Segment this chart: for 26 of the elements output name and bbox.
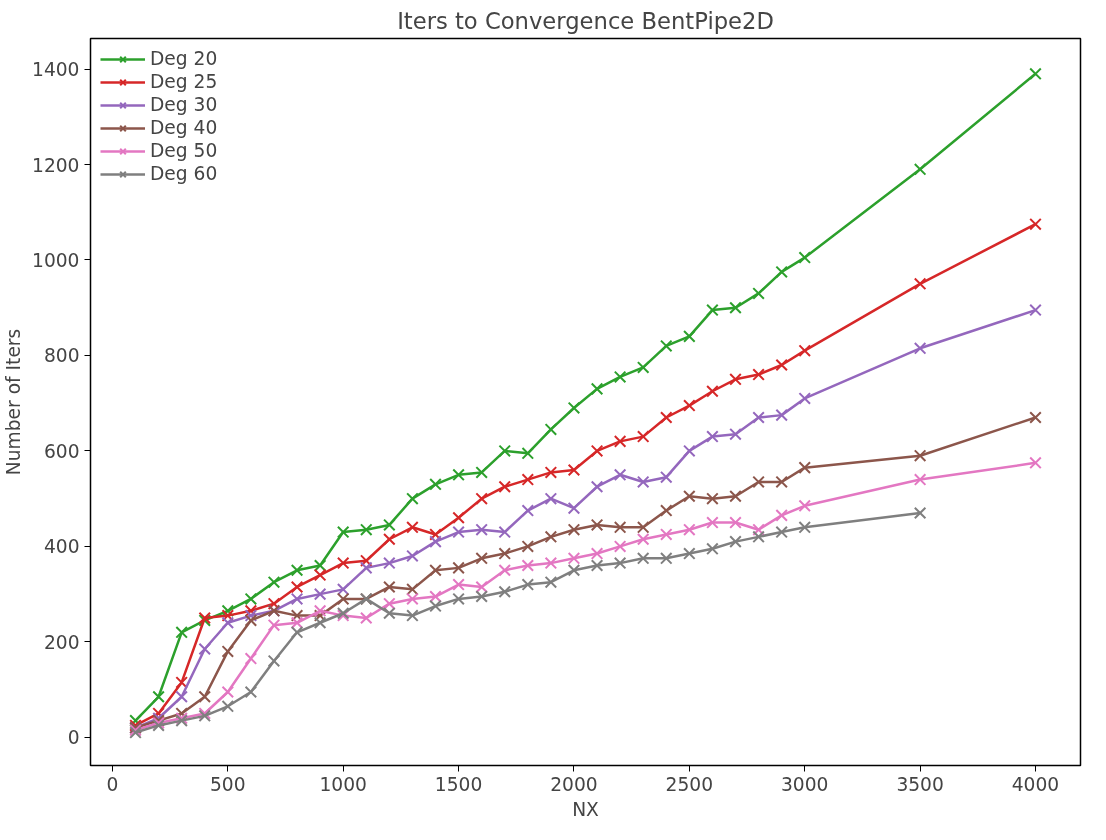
- y-tick-label: 0: [67, 727, 80, 749]
- y-tick-label: 1000: [32, 249, 80, 271]
- x-tick-label: 0: [106, 773, 119, 795]
- x-tick-label: 3500: [896, 773, 944, 795]
- chart-title: Iters to Convergence BentPipe2D: [397, 7, 774, 34]
- y-tick-label: 1400: [32, 59, 80, 81]
- y-tick-label: 1200: [32, 154, 80, 176]
- x-tick-label: 1500: [434, 773, 483, 795]
- x-tick-label: 4000: [1011, 773, 1060, 795]
- y-tick-label: 800: [43, 345, 80, 367]
- legend-label: Deg 60: [150, 163, 218, 184]
- x-axis-title: NX: [572, 798, 600, 820]
- legend-label: Deg 30: [150, 94, 218, 115]
- x-tick-label: 2000: [550, 773, 598, 795]
- x-tick-label: 3000: [780, 773, 829, 795]
- y-tick-label: 200: [43, 631, 80, 653]
- x-tick-label: 2500: [665, 773, 714, 795]
- x-tick-label: 1000: [319, 773, 367, 795]
- legend-label: Deg 50: [150, 140, 218, 161]
- y-axis-title: Number of Iters: [3, 328, 25, 476]
- y-tick-label: 600: [43, 440, 80, 462]
- legend-label: Deg 20: [150, 48, 218, 69]
- x-tick-label: 500: [210, 773, 246, 795]
- legend-label: Deg 25: [150, 71, 218, 92]
- y-tick-label: 400: [43, 536, 80, 558]
- legend-label: Deg 40: [150, 117, 218, 138]
